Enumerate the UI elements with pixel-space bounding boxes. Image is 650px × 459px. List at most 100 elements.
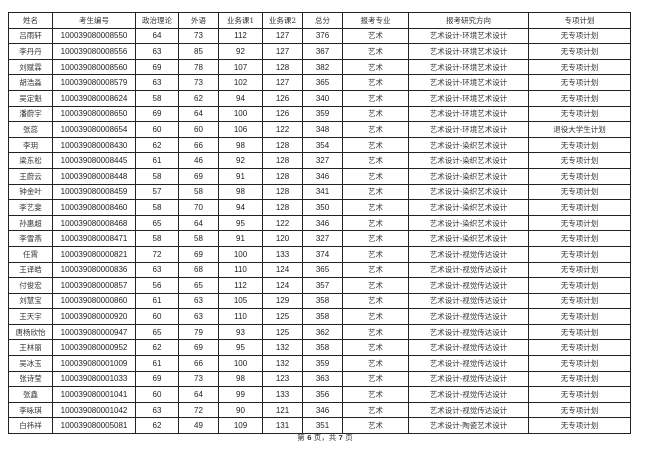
cell-candidate-id: 100039080000947 [52, 323, 136, 341]
table-row: 吴冰玉 100039080001009 61 66 100 132 359 艺术 艺术设计-视觉… [8, 355, 631, 372]
current-page-number: 6 [307, 433, 312, 442]
cell-total-score: 354 [302, 136, 343, 154]
cell-foreign-language-score: 66 [178, 136, 219, 154]
cell-special-plan: 无专项计划 [528, 277, 631, 294]
cell-candidate-id: 100039080008650 [52, 105, 136, 123]
cell-total-score: 359 [302, 355, 343, 372]
cell-politics-score: 58 [135, 199, 179, 216]
cell-subject1-score: 102 [218, 74, 263, 91]
header-name: 姓名 [8, 12, 53, 29]
table-row: 潘蔚宇 100039080008650 69 64 100 126 359 艺术 艺术设计-环境… [8, 105, 631, 123]
cell-subject2-score: 128 [262, 152, 303, 169]
cell-politics-score: 61 [135, 355, 179, 372]
page-footer: 第 6 页，共 7 页 [0, 432, 650, 443]
cell-major: 艺术 [342, 308, 409, 325]
cell-major: 艺术 [342, 58, 409, 76]
cell-major: 艺术 [342, 152, 409, 169]
cell-name: 钟金叶 [8, 183, 53, 201]
cell-foreign-language-score: 73 [178, 27, 219, 45]
cell-name: 李玥 [8, 136, 53, 154]
cell-name: 刘慧宝 [8, 292, 53, 310]
cell-special-plan: 无专项计划 [528, 105, 631, 123]
cell-total-score: 358 [302, 292, 343, 310]
cell-name: 王蔚云 [8, 167, 53, 185]
cell-candidate-id: 100039080000952 [52, 339, 136, 357]
cell-major: 艺术 [342, 277, 409, 294]
cell-research-direction: 艺术设计-视觉传达设计 [408, 339, 529, 357]
cell-special-plan: 无专项计划 [528, 386, 631, 403]
cell-research-direction: 艺术设计-环境艺术设计 [408, 58, 529, 76]
cell-foreign-language-score: 64 [178, 386, 219, 403]
cell-total-score: 358 [302, 308, 343, 325]
cell-major: 艺术 [342, 386, 409, 403]
cell-research-direction: 艺术设计-视觉传达设计 [408, 308, 529, 325]
cell-major: 艺术 [342, 230, 409, 247]
cell-foreign-language-score: 72 [178, 401, 219, 419]
cell-candidate-id: 100039080008460 [52, 199, 136, 216]
cell-name: 潘蔚宇 [8, 105, 53, 123]
table-row: 张鑫 100039080001041 60 64 99 133 356 艺术 艺术设计-视觉传达… [8, 386, 631, 403]
table-row: 付俊宏 100039080000857 56 65 112 124 357 艺术 艺术设计-视觉… [8, 277, 631, 294]
cell-foreign-language-score: 64 [178, 105, 219, 123]
cell-subject1-score: 98 [218, 136, 263, 154]
cell-candidate-id: 100039080008579 [52, 74, 136, 91]
cell-special-plan: 无专项计划 [528, 167, 631, 185]
cell-major: 艺术 [342, 74, 409, 91]
cell-name: 张鑫 [8, 386, 53, 403]
cell-subject2-score: 128 [262, 183, 303, 201]
cell-subject2-score: 125 [262, 308, 303, 325]
cell-candidate-id: 100039080001009 [52, 355, 136, 372]
cell-research-direction: 艺术设计-环境艺术设计 [408, 74, 529, 91]
cell-subject1-score: 98 [218, 183, 263, 201]
table-row: 唐杨欣怡 100039080000947 65 79 93 125 362 艺术 艺术设计-视觉… [8, 323, 631, 341]
cell-total-score: 350 [302, 199, 343, 216]
cell-special-plan: 无专项计划 [528, 339, 631, 357]
cell-politics-score: 69 [135, 105, 179, 123]
table-row: 孙惠超 100039080008468 65 64 95 122 346 艺术 艺术设计-染织艺… [8, 214, 631, 232]
cell-research-direction: 艺术设计-环境艺术设计 [408, 27, 529, 45]
cell-foreign-language-score: 58 [178, 183, 219, 201]
cell-foreign-language-score: 69 [178, 167, 219, 185]
cell-politics-score: 62 [135, 136, 179, 154]
cell-special-plan: 无专项计划 [528, 292, 631, 310]
cell-foreign-language-score: 69 [178, 339, 219, 357]
cell-subject1-score: 95 [218, 214, 263, 232]
cell-total-score: 358 [302, 339, 343, 357]
cell-candidate-id: 100039080008560 [52, 58, 136, 76]
cell-major: 艺术 [342, 370, 409, 388]
cell-name: 李咏琪 [8, 401, 53, 419]
cell-candidate-id: 100039080000860 [52, 292, 136, 310]
cell-total-score: 351 [302, 417, 343, 435]
cell-subject1-score: 107 [218, 58, 263, 76]
cell-total-score: 357 [302, 277, 343, 294]
cell-research-direction: 艺术设计-视觉传达设计 [408, 355, 529, 372]
cell-subject2-score: 127 [262, 74, 303, 91]
cell-politics-score: 63 [135, 261, 179, 279]
cell-subject1-score: 100 [218, 105, 263, 123]
cell-name: 李艺斐 [8, 199, 53, 216]
cell-foreign-language-score: 63 [178, 292, 219, 310]
cell-research-direction: 艺术设计-染织艺术设计 [408, 230, 529, 247]
table-row: 刘慧宝 100039080000860 61 63 105 129 358 艺术 艺术设计-视觉… [8, 292, 631, 310]
footer-middle: 页，共 [313, 433, 337, 442]
cell-special-plan: 无专项计划 [528, 199, 631, 216]
cell-candidate-id: 100039080000857 [52, 277, 136, 294]
cell-special-plan: 无专项计划 [528, 417, 631, 435]
cell-research-direction: 艺术设计-视觉传达设计 [408, 245, 529, 263]
cell-subject2-score: 131 [262, 417, 303, 435]
cell-politics-score: 63 [135, 74, 179, 91]
cell-research-direction: 艺术设计-环境艺术设计 [408, 105, 529, 123]
cell-politics-score: 58 [135, 89, 179, 107]
cell-name: 王译皓 [8, 261, 53, 279]
cell-subject2-score: 132 [262, 355, 303, 372]
cell-subject2-score: 133 [262, 386, 303, 403]
cell-foreign-language-score: 85 [178, 43, 219, 60]
cell-special-plan: 无专项计划 [528, 323, 631, 341]
cell-subject1-score: 98 [218, 370, 263, 388]
cell-name: 李雪燕 [8, 230, 53, 247]
cell-special-plan: 无专项计划 [528, 58, 631, 76]
cell-foreign-language-score: 46 [178, 152, 219, 169]
cell-subject2-score: 128 [262, 167, 303, 185]
cell-politics-score: 69 [135, 370, 179, 388]
cell-research-direction: 艺术设计-视觉传达设计 [408, 401, 529, 419]
